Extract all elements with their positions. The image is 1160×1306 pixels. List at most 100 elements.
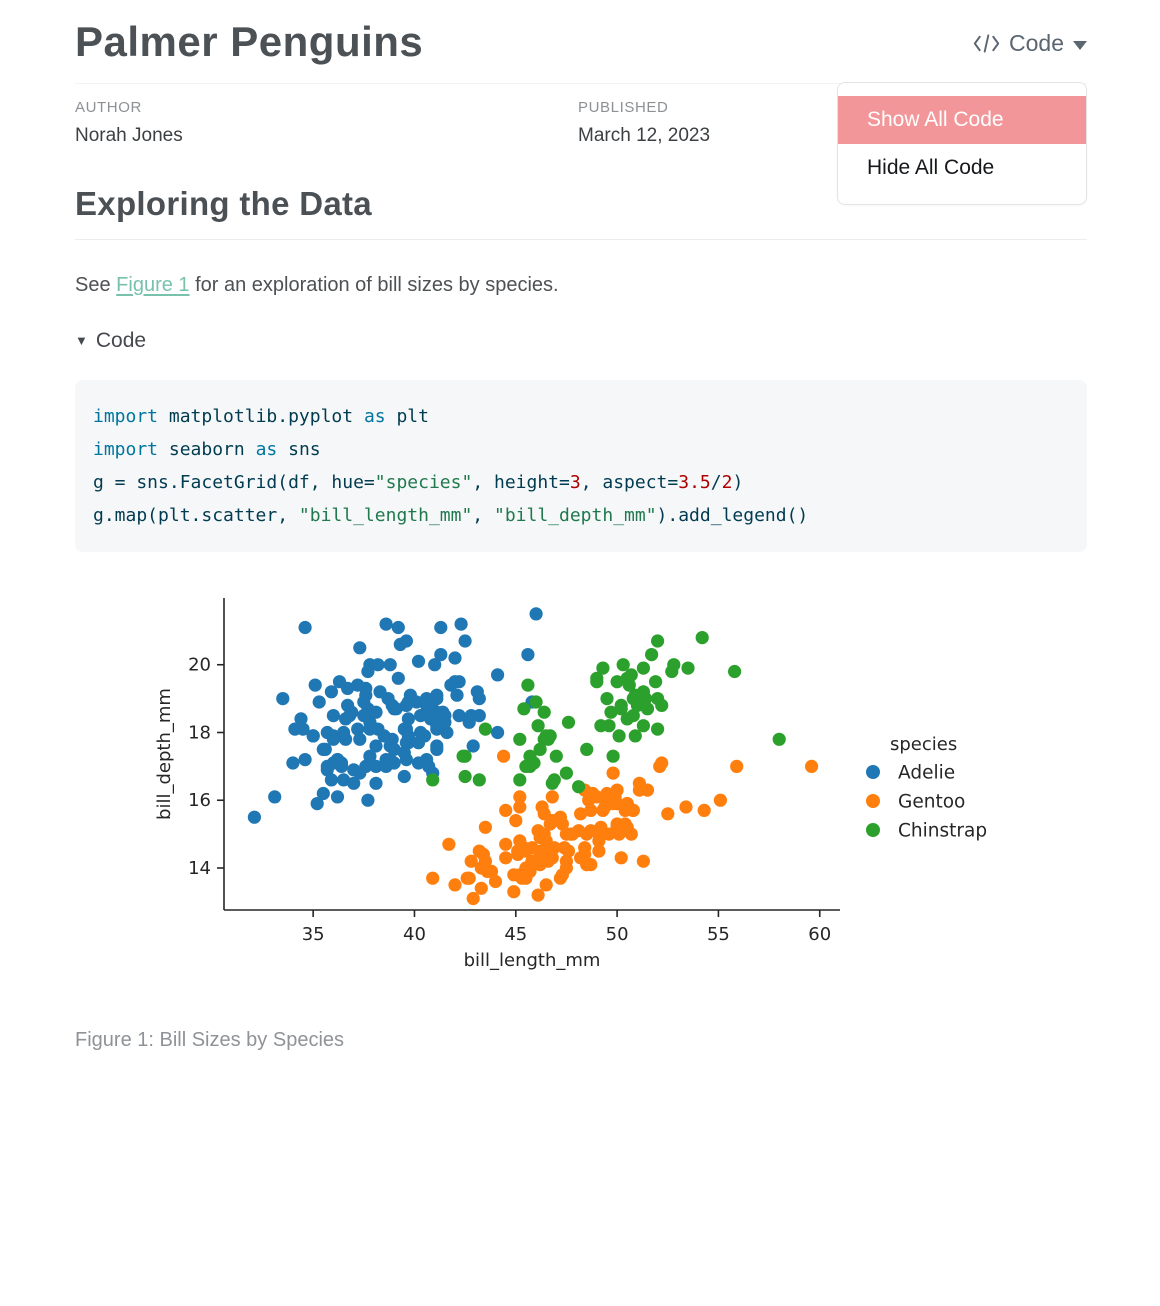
scatter-point bbox=[397, 769, 411, 783]
scatter-point bbox=[316, 786, 330, 800]
scatter-point bbox=[507, 884, 521, 898]
page-title: Palmer Penguins bbox=[75, 18, 424, 65]
scatter-point bbox=[426, 772, 440, 786]
menu-item-hide-all-code[interactable]: Hide All Code bbox=[867, 156, 995, 179]
scatter-point bbox=[730, 759, 744, 773]
scatter-point bbox=[531, 888, 545, 902]
scatter-point bbox=[626, 708, 640, 722]
scatter-point bbox=[434, 647, 448, 661]
scatter-point bbox=[596, 661, 610, 675]
scatter-point bbox=[379, 617, 393, 631]
body-paragraph: See Figure 1 for an exploration of bill … bbox=[75, 274, 1087, 297]
code-menu-button[interactable]: Code bbox=[973, 30, 1087, 57]
triangle-down-icon: ▼ bbox=[75, 333, 88, 348]
scatter-point bbox=[578, 847, 592, 861]
scatter-point bbox=[401, 694, 415, 709]
scatter-point bbox=[636, 718, 650, 732]
legend: species Adelie Gentoo Chinstrap bbox=[866, 734, 987, 841]
scatter-point bbox=[491, 667, 505, 681]
scatter-point bbox=[624, 667, 638, 681]
scatter-point bbox=[697, 803, 711, 817]
scatter-point bbox=[600, 691, 614, 705]
scatter-point bbox=[470, 684, 484, 698]
scatter-point bbox=[369, 776, 383, 790]
scatter-point bbox=[448, 650, 462, 665]
scatter-point bbox=[383, 657, 397, 671]
scatter-point bbox=[326, 732, 340, 746]
scatter-point bbox=[411, 735, 426, 749]
scatter-point bbox=[602, 827, 616, 841]
scatter-point bbox=[537, 732, 551, 746]
paragraph-prefix: See bbox=[75, 273, 117, 296]
scatter-point bbox=[426, 871, 440, 885]
figure-1-link[interactable]: Figure 1 bbox=[116, 273, 190, 296]
scatter-point bbox=[312, 694, 326, 709]
scatter-point bbox=[268, 789, 282, 803]
legend-swatch-adelie bbox=[866, 764, 880, 779]
scatter-point bbox=[369, 759, 383, 773]
scatter-point bbox=[450, 688, 464, 702]
scatter-point bbox=[772, 732, 786, 746]
scatter-point bbox=[361, 793, 375, 807]
scatter-point bbox=[373, 684, 387, 698]
scatter-point bbox=[298, 620, 312, 634]
scatter-point bbox=[523, 749, 537, 763]
scatter-point bbox=[491, 725, 505, 739]
scatter-point bbox=[377, 728, 391, 742]
x-tick-label: 55 bbox=[707, 924, 730, 945]
scatter-point bbox=[590, 671, 604, 685]
code-fold-toggle[interactable]: ▼ Code bbox=[75, 329, 1087, 353]
scatter-point bbox=[401, 728, 415, 742]
scatter-point bbox=[606, 749, 620, 763]
scatter-point bbox=[387, 755, 401, 770]
scatter-point bbox=[391, 671, 405, 685]
code-line: g = sns.FacetGrid(df, hue="species", hei… bbox=[93, 471, 744, 493]
scatter-point bbox=[529, 694, 543, 709]
scatter-point bbox=[561, 715, 576, 729]
scatter-point bbox=[509, 813, 523, 827]
scatter-point bbox=[545, 789, 559, 803]
code-fold-label: Code bbox=[95, 328, 147, 352]
y-tick-label: 14 bbox=[188, 857, 211, 878]
scatter-point bbox=[636, 854, 650, 868]
scatter-point bbox=[533, 857, 547, 871]
scatter-point bbox=[318, 742, 332, 756]
scatter-point bbox=[330, 789, 345, 803]
published-block: PUBLISHED March 12, 2023 bbox=[578, 99, 1081, 147]
scatter-point bbox=[454, 617, 468, 631]
scatter-point bbox=[474, 881, 488, 895]
scatter-point bbox=[452, 674, 466, 688]
figure-1: 35 40 45 50 55 60 14 16 18 20 bill_length_mm bill_d… bbox=[150, 592, 1090, 987]
scatter-point bbox=[247, 810, 261, 824]
scatter-point bbox=[351, 678, 365, 692]
scatter-point bbox=[610, 674, 624, 688]
scatter-point bbox=[357, 708, 371, 722]
y-tick-label: 20 bbox=[188, 654, 211, 675]
menu-item-show-all-code[interactable]: Show All Code bbox=[838, 96, 1086, 144]
scatter-point bbox=[614, 850, 628, 864]
legend-swatch-gentoo bbox=[866, 793, 880, 808]
scatter-point bbox=[422, 759, 436, 773]
scatter-point bbox=[474, 860, 488, 875]
scatter-point bbox=[559, 827, 573, 841]
scatter-point bbox=[399, 633, 413, 648]
scatter-point bbox=[655, 755, 669, 770]
scatter-point bbox=[276, 691, 290, 705]
scatter-point bbox=[614, 701, 628, 715]
scatter-point bbox=[420, 691, 434, 705]
scatter-point bbox=[513, 833, 527, 847]
scatter-point bbox=[337, 725, 351, 739]
scatter-point bbox=[523, 759, 537, 773]
scatter-point bbox=[430, 742, 444, 756]
scatter-point bbox=[580, 857, 594, 871]
scatter-point bbox=[369, 738, 383, 753]
scatter-point bbox=[294, 711, 308, 725]
scatter-point bbox=[651, 722, 665, 736]
scatter-point bbox=[308, 678, 322, 692]
scatter-point bbox=[559, 766, 573, 780]
scatter-point bbox=[414, 708, 428, 722]
scatter-point bbox=[371, 657, 385, 671]
scatter-point bbox=[326, 708, 340, 722]
scatter-point bbox=[337, 772, 351, 786]
